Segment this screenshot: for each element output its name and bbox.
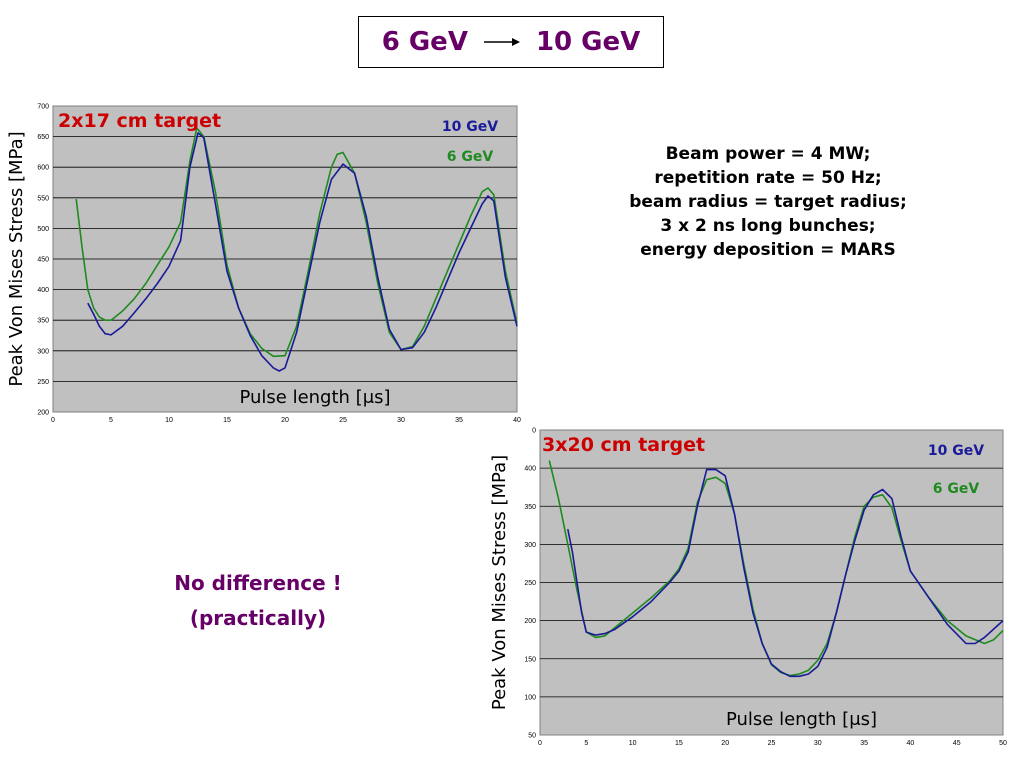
beam-parameters: Beam power = 4 MW; repetition rate = 50 … (590, 142, 946, 262)
legend-item: 6 GeV (447, 149, 494, 165)
x-tick-label: 20 (721, 740, 729, 747)
y-tick-label: 550 (37, 195, 49, 202)
y-tick-label: 250 (37, 379, 49, 386)
x-tick-label: 40 (513, 417, 521, 424)
series-line-10-gev (87, 132, 518, 372)
series-line-10-gev (567, 468, 1004, 678)
info-line: energy deposition = MARS (640, 240, 896, 260)
y-tick-label: 200 (37, 410, 49, 417)
y-tick-label: 300 (37, 348, 49, 355)
y-tick-label: 0 (532, 428, 536, 435)
y-tick-label: 50 (528, 733, 536, 740)
x-axis-label: Pulse length [μs] (726, 709, 877, 730)
y-tick-label: 300 (524, 542, 536, 549)
conclusion-line-2: (practically) (189, 606, 327, 630)
legend-item: 10 GeV (928, 443, 984, 459)
x-tick-label: 45 (953, 740, 961, 747)
info-line: 3 x 2 ns long bunches; (660, 216, 876, 236)
x-tick-label: 0 (51, 417, 55, 424)
x-tick-label: 50 (999, 740, 1007, 747)
x-tick-label: 10 (629, 740, 637, 747)
x-tick-label: 35 (455, 417, 463, 424)
x-tick-label: 15 (675, 740, 683, 747)
info-line: Beam power = 4 MW; (665, 144, 871, 164)
y-tick-label: 200 (524, 618, 536, 625)
x-tick-label: 30 (814, 740, 822, 747)
x-tick-label: 25 (339, 417, 347, 424)
y-tick-label: 650 (37, 134, 49, 141)
y-axis-label: Peak Von Mises Stress [MPa] (489, 455, 510, 710)
x-tick-label: 10 (165, 417, 173, 424)
y-axis-label: Peak Von Mises Stress [MPa] (6, 131, 27, 386)
x-tick-label: 35 (860, 740, 868, 747)
info-line: repetition rate = 50 Hz; (654, 168, 882, 188)
y-tick-label: 700 (37, 104, 49, 111)
x-tick-label: 5 (109, 417, 113, 424)
x-tick-label: 15 (223, 417, 231, 424)
y-tick-label: 400 (524, 466, 536, 473)
conclusion: No difference ! (practically) (130, 566, 386, 636)
x-tick-label: 40 (907, 740, 915, 747)
title-box: 6 GeV 10 GeV (358, 16, 664, 68)
legend-item: 10 GeV (442, 119, 498, 135)
x-tick-label: 0 (538, 740, 542, 747)
chart-3x20-target: 50 100 150 200 250 300 350 400 0 0 5 10 15 20 25 30 35 40… (489, 428, 1007, 748)
y-tick-label: 400 (37, 287, 49, 294)
y-tick-label: 250 (524, 580, 536, 587)
chart-2x17-target: 200 250 300 350 400 450 500 550 600 650 700 0 5 10 15 2… (6, 104, 521, 425)
y-tick-label: 500 (37, 226, 49, 233)
from-energy: 6 GeV (381, 27, 468, 57)
x-tick-label: 20 (281, 417, 289, 424)
y-tick-label: 350 (37, 318, 49, 325)
info-line: beam radius = target radius; (629, 192, 907, 212)
y-tick-label: 350 (524, 504, 536, 511)
conclusion-line-1: No difference ! (174, 571, 342, 595)
chart-title: 3x20 cm target (542, 434, 705, 456)
y-tick-label: 100 (524, 694, 536, 701)
chart-title: 2x17 cm target (58, 110, 221, 132)
y-tick-label: 600 (37, 165, 49, 172)
to-energy: 10 GeV (535, 27, 641, 57)
x-tick-label: 25 (768, 740, 776, 747)
legend-item: 6 GeV (933, 481, 980, 497)
arrow-right-icon (483, 38, 520, 46)
x-axis-label: Pulse length [μs] (239, 387, 390, 408)
y-tick-label: 150 (524, 656, 536, 663)
y-tick-label: 450 (37, 257, 49, 264)
x-tick-label: 5 (584, 740, 588, 747)
x-tick-label: 30 (397, 417, 405, 424)
series-line-6-gev (75, 127, 518, 358)
